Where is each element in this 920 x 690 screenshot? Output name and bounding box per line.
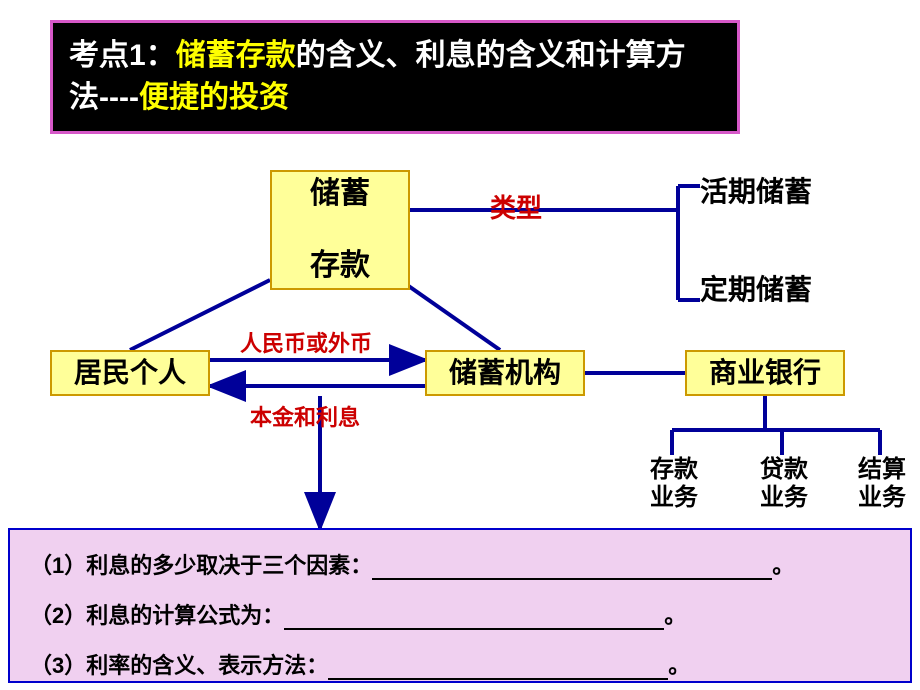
label-rmb-fx: 人民币或外币 [240, 326, 372, 358]
node-individual: 居民个人 [50, 350, 210, 396]
label-principal-interest: 本金和利息 [250, 400, 360, 432]
label-type: 类型 [490, 188, 542, 225]
fill-in-blank [328, 658, 668, 680]
node-label: 商业银行 [709, 356, 821, 390]
label-deposit-business: 存款 业务 [650, 456, 698, 511]
node-savings-deposit: 储蓄 存款 [270, 170, 410, 290]
node-label: 居民个人 [74, 356, 186, 390]
fill-in-suffix: 。 [772, 553, 794, 578]
label-loan-business: 贷款 业务 [760, 456, 808, 511]
title-segment: 考点1： [69, 39, 176, 72]
label-fixed-savings: 定期储蓄 [700, 268, 812, 308]
fill-in-prefix: （3）利率的含义、表示方法： [30, 653, 328, 678]
label-demand-savings: 活期储蓄 [700, 170, 812, 210]
fill-in-box: （1）利息的多少取决于三个因素：。（2）利息的计算公式为：。（3）利率的含义、表… [8, 528, 912, 683]
fill-in-suffix: 。 [664, 603, 686, 628]
fill-in-blank [372, 558, 772, 580]
node-label: 储蓄 存款 [310, 176, 370, 284]
title-segment: 储蓄存款 [176, 39, 296, 72]
title-banner: 考点1：储蓄存款的含义、利息的含义和计算方法----便捷的投资 [50, 20, 740, 134]
fill-in-prefix: （2）利息的计算公式为： [30, 603, 284, 628]
node-label: 储蓄机构 [449, 356, 561, 390]
fill-in-suffix: 。 [668, 653, 690, 678]
fill-in-line: （3）利率的含义、表示方法： 。 [30, 648, 890, 680]
fill-in-prefix: （1）利息的多少取决于三个因素： [30, 553, 372, 578]
label-settlement-business: 结算 业务 [858, 456, 906, 511]
fill-in-line: （1）利息的多少取决于三个因素： 。 [30, 548, 890, 580]
fill-in-line: （2）利息的计算公式为： 。 [30, 598, 890, 630]
fill-in-blank [284, 608, 664, 630]
title-segment: 便捷的投资 [139, 81, 289, 114]
node-institution: 储蓄机构 [425, 350, 585, 396]
node-bank: 商业银行 [685, 350, 845, 396]
